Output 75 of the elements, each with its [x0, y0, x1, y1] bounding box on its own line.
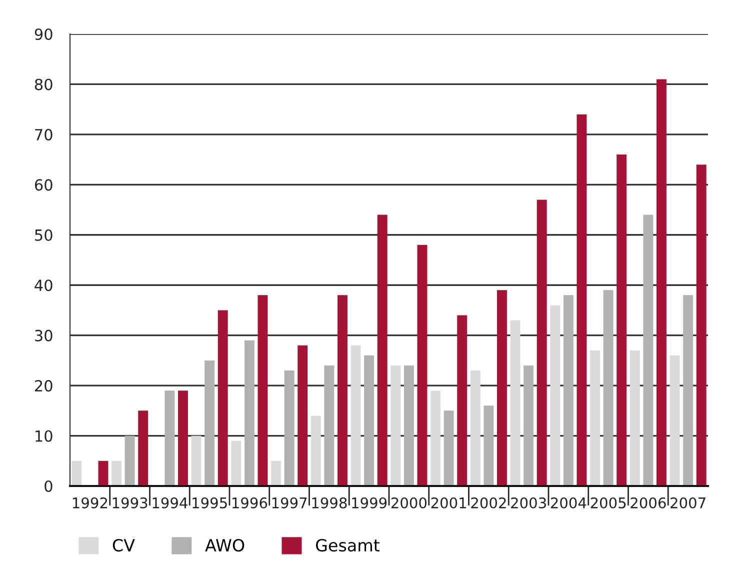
legend-label: AWO: [205, 538, 244, 552]
x-tick-label: 2001: [431, 497, 466, 508]
y-tick-label: 90: [34, 28, 52, 40]
bar: [457, 315, 468, 486]
bar: [404, 365, 414, 486]
bar: [576, 114, 587, 486]
bar: [72, 460, 82, 486]
x-tick-label: 1997: [272, 497, 307, 508]
bar: [670, 355, 680, 486]
bar: [231, 440, 242, 486]
bar: [364, 355, 374, 486]
y-tick-label: 80: [34, 78, 52, 90]
bar: [390, 365, 401, 486]
bar: [138, 410, 148, 486]
bar: [310, 416, 321, 486]
x-tick-label: 2006: [630, 497, 666, 508]
bar: [524, 365, 534, 486]
bar: [430, 390, 441, 486]
bar: [271, 460, 282, 486]
bar: [164, 390, 175, 486]
x-tick-label: 2005: [590, 497, 626, 508]
bar: [643, 214, 654, 486]
y-tick-label: 70: [35, 128, 52, 140]
bar: [191, 436, 202, 486]
bar: [124, 436, 135, 486]
y-tick-label: 60: [34, 179, 52, 191]
x-tick-label: 1993: [112, 497, 148, 508]
bar: [470, 370, 480, 486]
bar: [112, 460, 122, 486]
bar: [218, 310, 228, 486]
y-tick-label: 30: [35, 330, 52, 342]
bar: [324, 365, 334, 486]
bar: [350, 345, 361, 486]
bar: [444, 410, 454, 486]
y-tick-label: 0: [44, 480, 52, 492]
bar: [616, 154, 627, 486]
y-tick-label: 20: [35, 380, 52, 392]
x-tick-label: 2000: [391, 497, 427, 508]
bar: [484, 406, 494, 486]
bar: [337, 295, 348, 486]
x-tick-label: 2007: [670, 497, 706, 508]
x-tick-label: 1996: [232, 497, 268, 508]
bar: [630, 350, 640, 486]
y-tick-label: 50: [35, 229, 52, 241]
x-tick-label: 2004: [550, 497, 586, 508]
bar: [284, 370, 294, 486]
bar: [98, 460, 108, 486]
bar: [563, 295, 574, 486]
bar: [377, 214, 388, 486]
bar: [258, 295, 268, 486]
bar: [590, 350, 600, 486]
bar: [696, 164, 706, 486]
x-tick-label: 2002: [471, 497, 506, 508]
y-tick-label: 10: [36, 430, 52, 442]
x-tick-label: 1998: [312, 497, 347, 508]
x-tick-label: 1992: [72, 497, 108, 508]
bar: [178, 390, 188, 486]
bar: [496, 290, 507, 486]
y-tick-label: 40: [34, 280, 52, 292]
bar: [417, 244, 428, 486]
bar: [536, 200, 547, 486]
x-tick-label: 2003: [511, 497, 546, 508]
legend-label: CV: [112, 538, 135, 552]
bar: [510, 320, 520, 486]
x-tick-label: 1994: [152, 497, 188, 508]
bar: [298, 345, 308, 486]
bar: [204, 360, 215, 486]
bar: [244, 340, 254, 486]
bar: [656, 79, 666, 486]
bar: [683, 295, 694, 486]
x-tick-label: 1995: [192, 497, 227, 508]
bar: [603, 290, 614, 486]
legend-label: Gesamt: [316, 538, 380, 552]
bar: [550, 305, 560, 486]
x-tick-label: 1999: [352, 497, 387, 508]
